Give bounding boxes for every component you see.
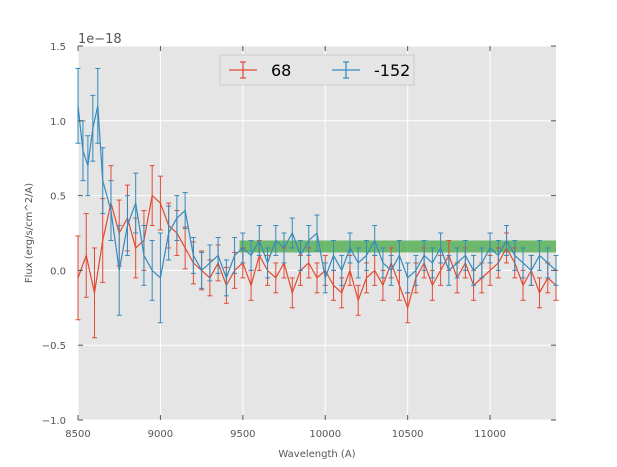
series-2	[75, 67, 559, 324]
x-tick-label: 8500	[65, 429, 90, 440]
x-tick-label: 10500	[392, 429, 424, 440]
x-tick-label: 11000	[474, 429, 506, 440]
x-tick-label: 9000	[148, 429, 173, 440]
band-layer	[239, 240, 556, 253]
legend-box	[219, 54, 415, 86]
y-tick-label: −0.5	[42, 341, 66, 352]
legend: 68 -152	[219, 54, 415, 86]
legend-label: -152	[374, 61, 410, 80]
y-offset-label: 1e−18	[78, 32, 122, 47]
series-line	[77, 105, 557, 281]
y-tick-label: 1.0	[50, 117, 66, 128]
y-tick-label: 1.5	[50, 42, 66, 53]
x-axis-label: Wavelength (A)	[278, 449, 355, 460]
y-tick-label: 0.5	[50, 192, 66, 203]
y-tick-label: 0.0	[50, 266, 66, 277]
ticks: 8500 9000 9500 10000 10500 11000 −1.0 −0.5 0.0 0.…	[42, 42, 556, 440]
y-tick-label: −1.0	[42, 416, 66, 427]
x-tick-label: 9500	[230, 429, 255, 440]
x-tick-label: 10000	[309, 429, 341, 440]
series-layer	[75, 67, 559, 339]
y-axis-label: Flux (erg/s/cm^2/A)	[24, 183, 35, 283]
series-line	[77, 194, 557, 310]
legend-label: 68	[271, 61, 291, 80]
green-band	[239, 240, 556, 253]
